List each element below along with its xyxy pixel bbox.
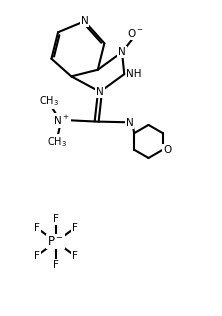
Text: N: N	[118, 47, 126, 57]
Text: N: N	[96, 87, 104, 97]
Text: P$^-$: P$^-$	[48, 235, 64, 248]
Text: CH$_3$: CH$_3$	[47, 135, 67, 149]
Text: F: F	[53, 214, 59, 224]
Text: N$^+$: N$^+$	[53, 114, 70, 127]
Text: NH: NH	[127, 69, 142, 79]
Text: N: N	[126, 118, 134, 128]
Text: O: O	[163, 145, 171, 155]
Text: F: F	[71, 251, 77, 260]
Text: O$^-$: O$^-$	[127, 27, 144, 39]
Text: F: F	[71, 223, 77, 233]
Text: F: F	[53, 260, 59, 270]
Text: CH$_3$: CH$_3$	[39, 94, 59, 108]
Text: F: F	[34, 251, 40, 260]
Text: F: F	[34, 223, 40, 233]
Text: N: N	[81, 16, 88, 26]
